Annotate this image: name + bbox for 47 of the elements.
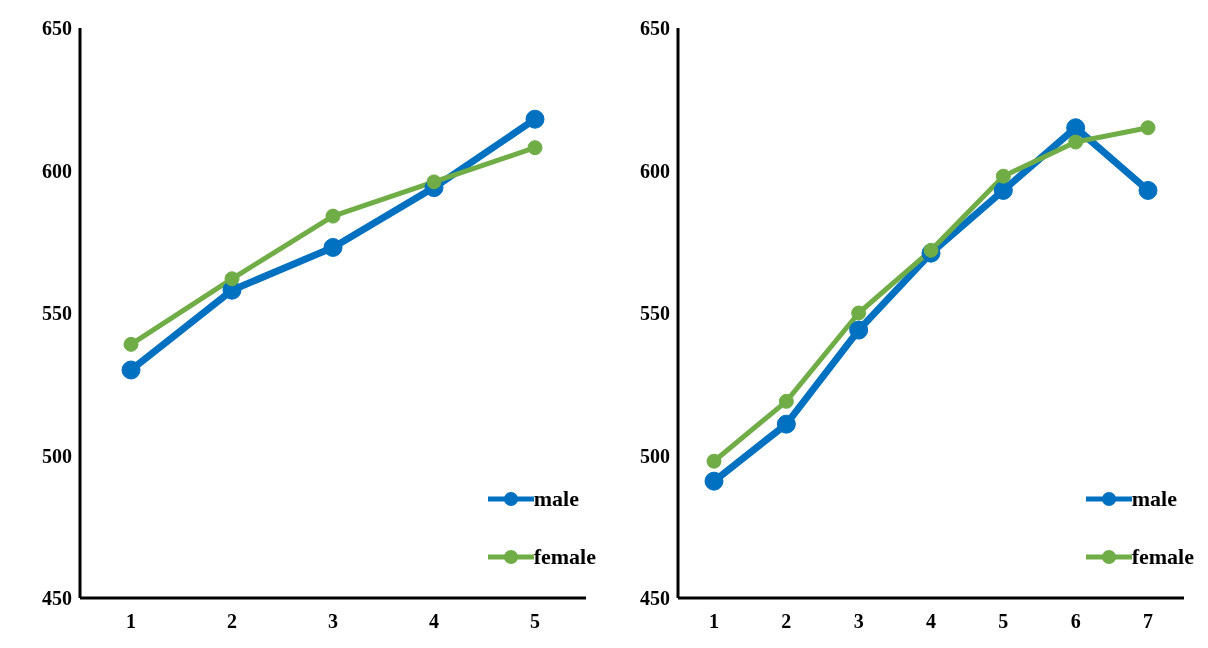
y-tick-label: 500 [640, 444, 670, 467]
y-tick-label: 500 [42, 444, 72, 467]
legend-label: male [533, 486, 579, 512]
y-tick-label: 650 [42, 17, 72, 40]
point [121, 360, 141, 380]
point [123, 336, 139, 352]
y-tick-label: 450 [42, 587, 72, 610]
x-tick-label: 3 [853, 610, 864, 633]
x-tick-label: 7 [1143, 610, 1153, 633]
y-tick-label: 600 [42, 159, 72, 182]
point [993, 180, 1013, 200]
x-tick-label: 1 [709, 610, 719, 633]
point [1066, 118, 1086, 138]
point [224, 271, 240, 287]
point [776, 414, 796, 434]
x-tick-label: 5 [530, 610, 540, 633]
y-tick-label: 550 [42, 302, 72, 325]
point [849, 320, 869, 340]
y-tick-label: 450 [640, 587, 670, 610]
x-tick-label: 4 [926, 610, 936, 633]
legend-label: female [533, 544, 596, 570]
x-tick-label: 2 [227, 610, 237, 633]
legend-label: female [1131, 544, 1194, 570]
point [706, 453, 722, 469]
point [1140, 120, 1156, 136]
x-tick-label: 5 [998, 610, 1009, 633]
x-tick-label: 6 [1070, 610, 1081, 633]
point [778, 393, 794, 409]
point [426, 174, 442, 190]
point [527, 140, 543, 156]
x-tick-label: 3 [328, 610, 338, 633]
legend-label: male [1131, 486, 1177, 512]
point [851, 305, 867, 321]
point [1138, 180, 1158, 200]
point [323, 237, 343, 257]
point [995, 168, 1011, 184]
x-tick-label: 1 [126, 610, 136, 633]
point [525, 109, 545, 129]
point [325, 208, 341, 224]
x-tick-label: 2 [781, 610, 792, 633]
point [704, 471, 724, 491]
point [923, 242, 939, 258]
y-tick-label: 650 [640, 17, 670, 40]
y-tick-label: 600 [640, 159, 670, 182]
x-tick-label: 4 [429, 610, 439, 633]
y-tick-label: 550 [640, 302, 670, 325]
point [1068, 134, 1084, 150]
